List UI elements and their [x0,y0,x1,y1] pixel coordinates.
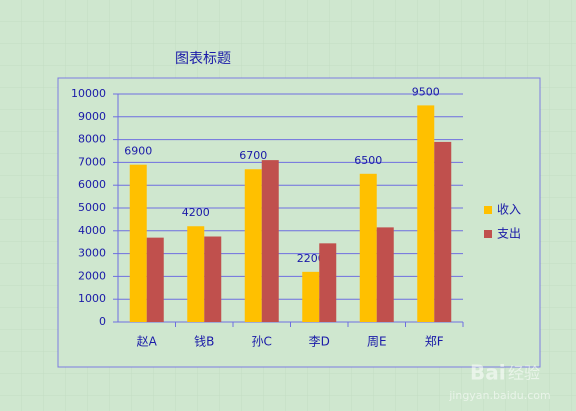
bar [319,243,337,322]
data-label: 6900 [124,145,152,158]
legend-label: 支出 [497,227,521,241]
data-label: 6700 [239,149,267,162]
bar [129,164,147,322]
bar [204,236,222,322]
y-tick-label: 8000 [78,133,106,146]
y-tick-label: 1000 [78,292,106,305]
watermark: Bai 经验 jingyan.baidu.com [448,361,551,403]
chart-title: 图表标题 [175,51,231,67]
y-tick-label: 0 [99,315,106,328]
x-tick-label: 李D [309,334,330,349]
legend-swatch [484,230,492,238]
legend-swatch [484,206,492,214]
bar [187,226,205,322]
y-tick-label: 10000 [71,87,106,100]
x-tick-label: 周E [367,335,387,349]
bar [359,173,377,322]
bar [417,105,435,323]
data-label: 2200 [297,252,325,265]
bar [302,271,320,322]
y-tick-label: 9000 [78,110,106,123]
watermark-label: 经验 [508,364,540,383]
y-tick-label: 4000 [78,224,106,237]
data-label: 6500 [354,154,382,167]
data-label: 4200 [182,206,210,219]
bar [261,160,279,322]
x-tick-label: 郑F [425,334,444,349]
legend-label: 收入 [497,203,521,217]
watermark-url: jingyan.baidu.com [448,389,551,402]
bar [244,169,262,322]
y-tick-label: 6000 [78,178,106,191]
y-tick-label: 2000 [78,269,106,282]
x-tick-label: 钱B [194,334,214,349]
y-tick-label: 3000 [78,247,106,260]
y-tick-label: 5000 [78,201,106,214]
y-tick-label: 7000 [78,155,106,168]
bar [376,227,394,322]
x-tick-label: 赵A [137,335,158,349]
data-label: 9500 [412,85,440,98]
bar [434,141,452,322]
watermark-brand: Bai [470,361,506,385]
bar [146,237,164,322]
x-tick-label: 孙C [252,335,272,349]
